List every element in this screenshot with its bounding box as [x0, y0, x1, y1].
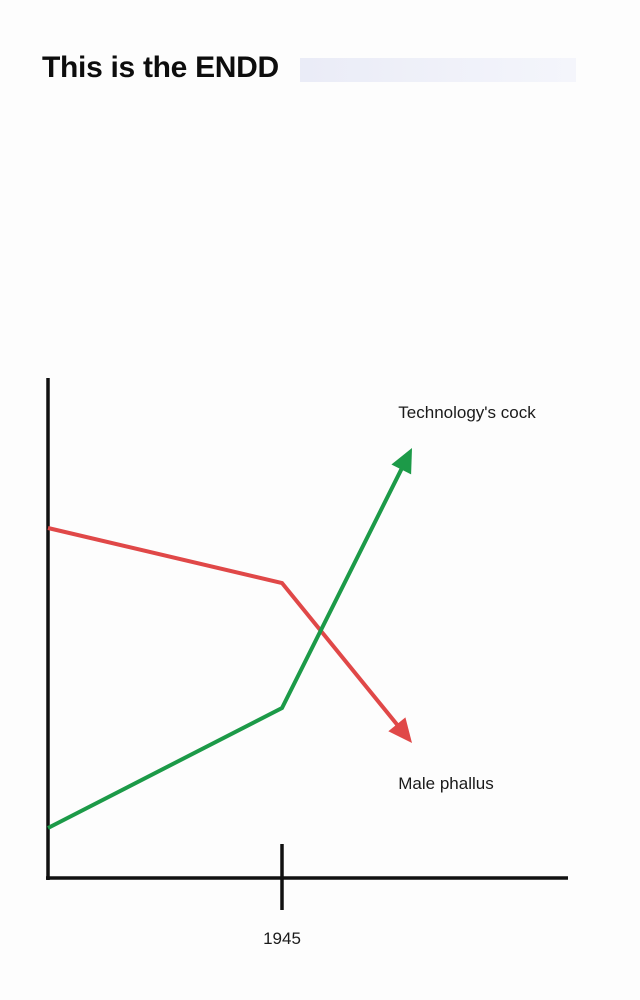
series-label: Technology's cock: [398, 403, 536, 422]
series-arrowhead: [388, 717, 412, 743]
series-label: Male phallus: [398, 774, 493, 793]
x-tick-label: 1945: [263, 929, 301, 948]
title-highlight: [300, 58, 576, 82]
series-line: [47, 526, 400, 728]
series-arrowhead: [391, 448, 412, 475]
series-line: [47, 466, 404, 830]
page-title: This is the ENDD: [42, 51, 279, 84]
title-area: This is the ENDD: [42, 48, 578, 88]
